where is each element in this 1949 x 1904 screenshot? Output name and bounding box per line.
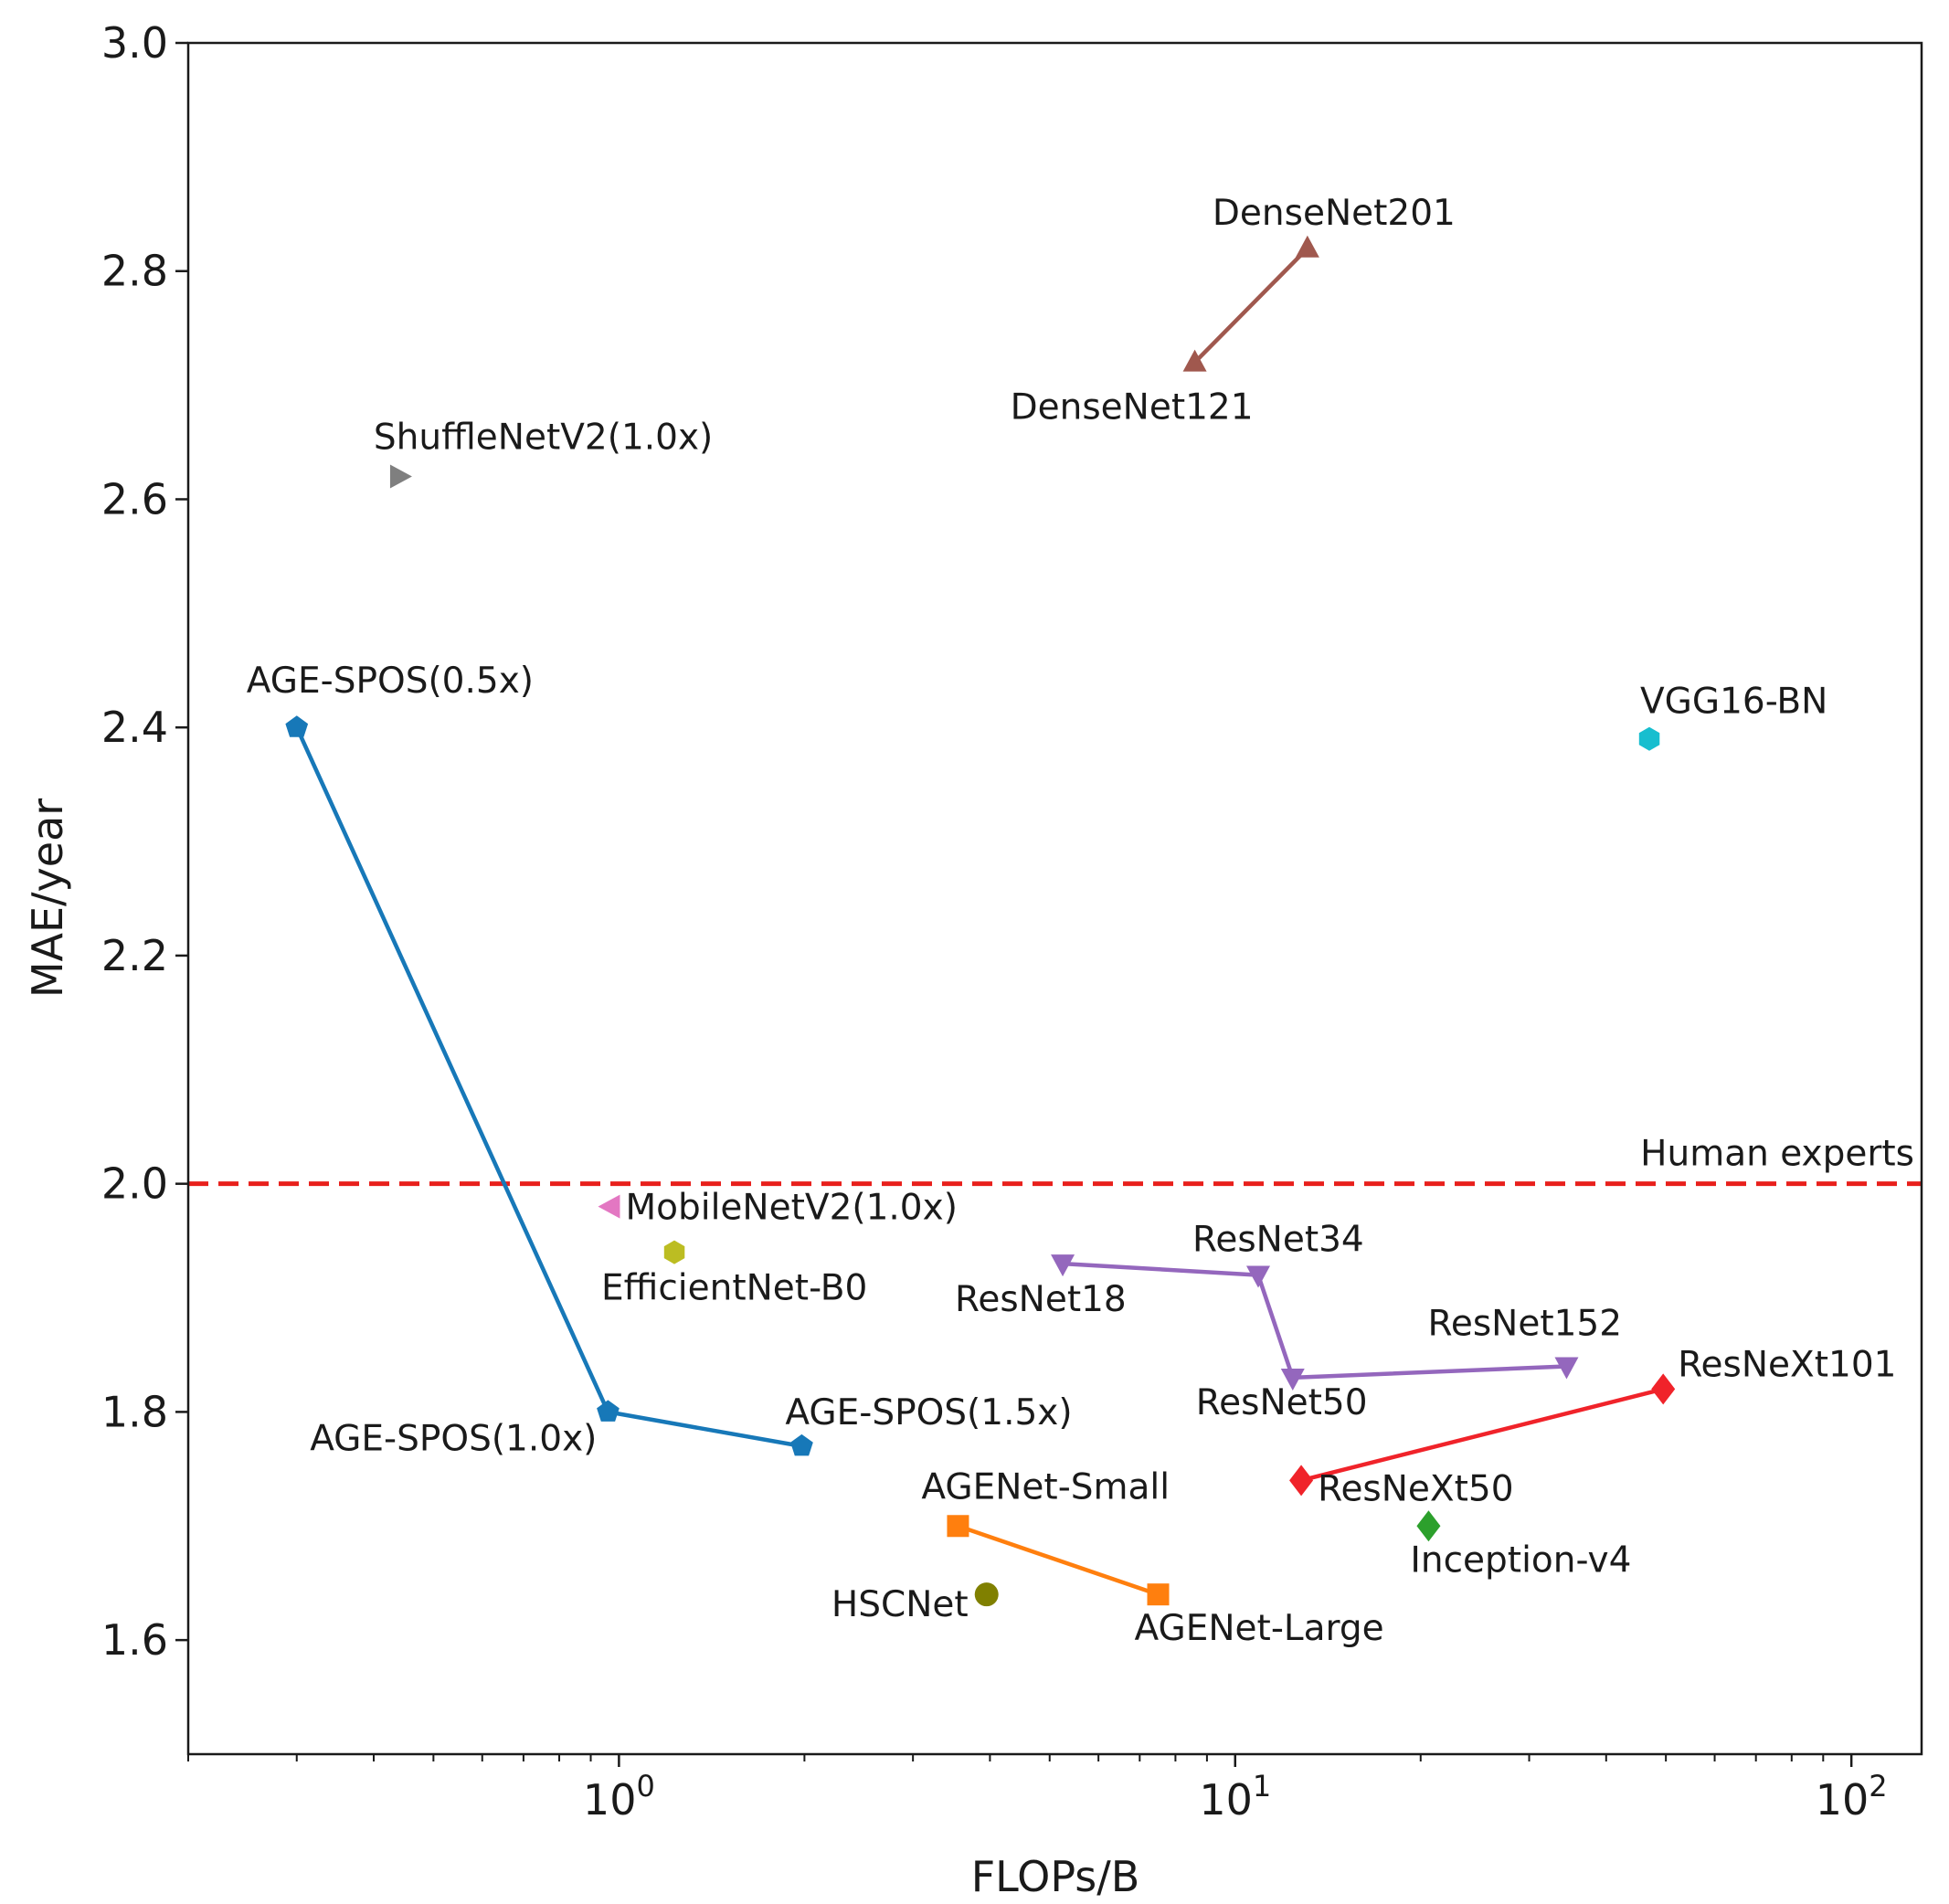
y-tick-label: 1.8	[101, 1387, 168, 1436]
point-vgg16-bn	[1638, 726, 1660, 751]
point-label-resnet34: ResNet34	[1192, 1220, 1364, 1261]
point-agenet-small	[947, 1515, 969, 1538]
point-label-shufflenetv2-1-0x: ShuffleNetV2(1.0x)	[374, 418, 713, 459]
point-label-resnet152: ResNet152	[1428, 1304, 1623, 1345]
point-label-age-spos-1-5x: AGE-SPOS(1.5x)	[785, 1392, 1072, 1433]
y-tick-label: 2.0	[101, 1159, 168, 1209]
point-densenet201	[1295, 235, 1319, 258]
y-tick-label: 1.6	[101, 1615, 168, 1665]
point-label-age-spos-0-5x: AGE-SPOS(0.5x)	[247, 661, 534, 702]
plot-frame	[186, 41, 1923, 1756]
point-label-vgg16-bn: VGG16-BN	[1640, 682, 1827, 723]
point-resnext50	[1289, 1465, 1314, 1497]
point-label-resnet50: ResNet50	[1196, 1382, 1368, 1423]
point-label-age-spos-1-0x: AGE-SPOS(1.0x)	[310, 1418, 597, 1459]
point-label-resnet18: ResNet18	[955, 1279, 1127, 1320]
axes: 1.6 1.8 2.0 2.2 2.4 2.6 2.8 3.0 100 101 102	[101, 18, 1888, 1825]
y-tick-label: 3.0	[101, 18, 168, 68]
point-densenet121	[1182, 349, 1207, 372]
point-resnet18	[1051, 1254, 1075, 1277]
point-shufflenetv2-1-0x	[389, 464, 412, 489]
human-experts-label: Human experts	[1640, 1134, 1914, 1175]
plot-area: Human experts AGE-SPOS(0.5x) AGE-SPOS(1.0x…	[188, 193, 1922, 1649]
point-label-densenet121: DenseNet121	[1011, 387, 1254, 428]
point-agenet-large	[1147, 1583, 1170, 1606]
point-label-hscnet: HSCNet	[832, 1584, 969, 1625]
point-label-agenet-small: AGENet-Small	[921, 1466, 1170, 1507]
x-axis-title: FLOPs/B	[971, 1852, 1140, 1901]
series-line-resnext	[1300, 1387, 1664, 1483]
point-label-mobilenetv2-1-0x: MobileNetV2(1.0x)	[626, 1188, 958, 1229]
point-label-inception-v4: Inception-v4	[1410, 1539, 1631, 1581]
y-axis-title: MAE/year	[23, 799, 72, 998]
point-mobilenetv2-1-0x	[598, 1194, 620, 1219]
series-line-densenet	[1192, 247, 1309, 365]
y-tick-label: 2.4	[101, 703, 168, 752]
point-resnet34	[1246, 1265, 1271, 1288]
point-hscnet	[974, 1582, 999, 1607]
point-inception-v4	[1416, 1510, 1441, 1542]
point-resnet50	[1280, 1368, 1305, 1391]
point-resnet152	[1554, 1357, 1579, 1380]
x-tick-label: 102	[1816, 1769, 1888, 1825]
x-tick-label: 101	[1199, 1769, 1271, 1825]
point-age-spos-1-5x	[790, 1433, 813, 1456]
point-label-resnext50: ResNeXt50	[1318, 1468, 1513, 1509]
point-age-spos-1-0x	[597, 1400, 620, 1422]
y-tick-label: 2.2	[101, 931, 168, 980]
point-label-densenet201: DenseNet201	[1213, 193, 1456, 234]
series-line-agenet	[957, 1524, 1160, 1597]
x-tick-label: 100	[583, 1769, 655, 1825]
point-efficientnet-b0	[663, 1240, 685, 1264]
point-age-spos-0-5x	[285, 715, 309, 737]
y-tick-label: 2.8	[101, 247, 168, 296]
point-label-efficientnet-b0: EfficientNet-B0	[601, 1268, 867, 1309]
point-resnext101	[1651, 1373, 1676, 1405]
point-label-agenet-large: AGENet-Large	[1135, 1608, 1384, 1649]
point-label-resnext101: ResNeXt101	[1678, 1344, 1896, 1385]
series-line-resnet	[1062, 1261, 1567, 1380]
y-tick-label: 2.6	[101, 474, 168, 524]
